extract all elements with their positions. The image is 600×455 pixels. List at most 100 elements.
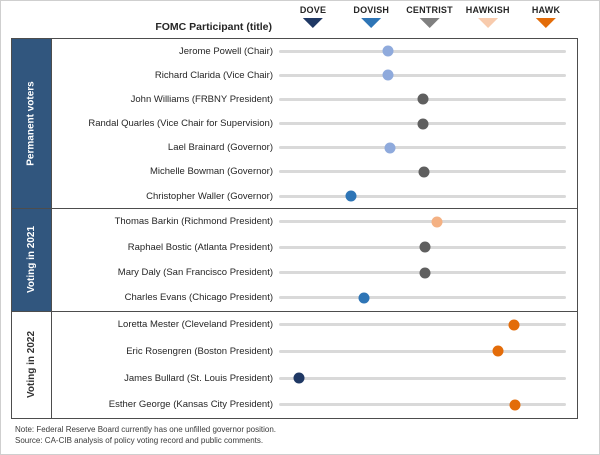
participant-row: James Bullard (St. Louis President) bbox=[52, 365, 577, 392]
section-label: Permanent voters bbox=[12, 39, 52, 209]
participant-name: Christopher Waller (Governor) bbox=[146, 190, 273, 202]
participant-row: Mary Daly (San Francisco President) bbox=[52, 260, 577, 285]
participant-name: Raphael Bostic (Atlanta President) bbox=[127, 241, 273, 253]
participant-row: Esther George (Kansas City President) bbox=[52, 391, 577, 418]
section-rows: Thomas Barkin (Richmond President) Rapha… bbox=[52, 209, 577, 310]
participant-name: Jerome Powell (Chair) bbox=[179, 45, 273, 57]
note-text: Note: Federal Reserve Board currently ha… bbox=[15, 425, 277, 434]
stance-dot bbox=[418, 166, 430, 178]
stance-dot bbox=[419, 267, 431, 279]
participant-name: Esther George (Kansas City President) bbox=[108, 399, 273, 411]
stance-track-area bbox=[279, 87, 566, 111]
stance-track-area bbox=[279, 338, 566, 365]
participant-row: Raphael Bostic (Atlanta President) bbox=[52, 234, 577, 259]
section-label: Voting in 2021 bbox=[12, 209, 52, 311]
stance-dot bbox=[384, 142, 396, 154]
stance-track-area bbox=[279, 184, 566, 208]
stance-dot bbox=[345, 190, 357, 202]
triangle-down-icon bbox=[535, 18, 556, 28]
triangle-down-icon bbox=[419, 18, 440, 28]
footnotes: Note: Federal Reserve Board currently ha… bbox=[15, 425, 575, 446]
scale-marker: DOVISH bbox=[353, 5, 389, 28]
scale-marker: DOVE bbox=[300, 5, 326, 28]
stance-track-area bbox=[279, 260, 566, 285]
triangle-down-icon bbox=[361, 18, 382, 28]
stance-track-area bbox=[279, 234, 566, 259]
stance-track-area bbox=[279, 209, 566, 234]
stance-track-area bbox=[279, 39, 566, 63]
stance-track-area bbox=[279, 312, 566, 339]
participant-row: Loretta Mester (Cleveland President) bbox=[52, 312, 577, 339]
chart-header: FOMC Participant (title) DOVE DOVISH CEN… bbox=[1, 1, 599, 38]
stance-track-area bbox=[279, 160, 566, 184]
stance-track-area bbox=[279, 285, 566, 310]
scale-marker-label: DOVISH bbox=[353, 5, 390, 15]
voter-section-3: Voting in 2022 Loretta Mester (Cleveland… bbox=[12, 310, 577, 419]
participant-name: Thomas Barkin (Richmond President) bbox=[114, 216, 273, 228]
stance-track-area bbox=[279, 365, 566, 392]
stance-dot bbox=[508, 319, 520, 331]
stance-track bbox=[279, 323, 566, 327]
stance-track-area bbox=[279, 63, 566, 87]
participant-row: Lael Brainard (Governor) bbox=[52, 136, 577, 160]
participant-name: Michelle Bowman (Governor) bbox=[149, 166, 273, 178]
participant-row: Michelle Bowman (Governor) bbox=[52, 160, 577, 184]
participant-row: Eric Rosengren (Boston President) bbox=[52, 338, 577, 365]
stance-track bbox=[279, 349, 566, 353]
scale-marker: HAWK bbox=[532, 5, 560, 28]
participant-row: Richard Clarida (Vice Chair) bbox=[52, 63, 577, 87]
participant-name: Loretta Mester (Cleveland President) bbox=[117, 319, 273, 331]
section-rows: Loretta Mester (Cleveland President) Eri… bbox=[52, 312, 577, 418]
participant-name: Mary Daly (San Francisco President) bbox=[117, 267, 273, 279]
scale-marker-label: CENTRIST bbox=[406, 5, 453, 15]
chart-frame: Permanent voters Jerome Powell (Chair) R… bbox=[11, 38, 578, 419]
stance-track-area bbox=[279, 391, 566, 418]
stance-dot bbox=[382, 69, 394, 81]
stance-dot bbox=[419, 241, 431, 253]
participant-column-title: FOMC Participant (title) bbox=[155, 21, 272, 33]
scale-marker-label: DOVE bbox=[299, 5, 327, 15]
stance-dot bbox=[417, 93, 429, 105]
stance-track bbox=[279, 194, 566, 198]
stance-track bbox=[279, 49, 566, 53]
voter-section-1: Permanent voters Jerome Powell (Chair) R… bbox=[12, 39, 577, 209]
participant-row: Randal Quarles (Vice Chair for Supervisi… bbox=[52, 111, 577, 135]
stance-dot bbox=[509, 399, 521, 411]
participant-row: Thomas Barkin (Richmond President) bbox=[52, 209, 577, 234]
participant-row: Charles Evans (Chicago President) bbox=[52, 285, 577, 310]
participant-name: Eric Rosengren (Boston President) bbox=[126, 345, 273, 357]
participant-name: Charles Evans (Chicago President) bbox=[124, 292, 273, 304]
stance-track bbox=[279, 403, 566, 407]
stance-track bbox=[279, 146, 566, 150]
participant-name: Lael Brainard (Governor) bbox=[167, 142, 273, 154]
participant-row: John Williams (FRBNY President) bbox=[52, 87, 577, 111]
scale-marker-label: HAWKISH bbox=[465, 5, 510, 15]
participant-name: Richard Clarida (Vice Chair) bbox=[154, 69, 273, 81]
scale-marker: HAWKISH bbox=[466, 5, 510, 28]
stance-dot bbox=[492, 345, 504, 357]
stance-track bbox=[279, 73, 566, 77]
scale-marker: CENTRIST bbox=[406, 5, 453, 28]
source-text: Source: CA-CIB analysis of policy voting… bbox=[15, 435, 264, 445]
scale-markers: DOVE DOVISH CENTRIST HAWKISH HAWK bbox=[284, 1, 571, 38]
participant-row: Christopher Waller (Governor) bbox=[52, 184, 577, 208]
stance-track bbox=[279, 296, 566, 300]
stance-dot bbox=[293, 372, 305, 384]
stance-dot bbox=[417, 118, 429, 130]
section-label-text: Voting in 2021 bbox=[26, 226, 37, 294]
triangle-down-icon bbox=[477, 18, 498, 28]
scale-marker-label: HAWK bbox=[531, 5, 561, 15]
section-label-text: Voting in 2022 bbox=[26, 331, 37, 399]
stance-track bbox=[279, 376, 566, 380]
stance-track bbox=[279, 220, 566, 224]
participant-name: Randal Quarles (Vice Chair for Supervisi… bbox=[88, 118, 273, 130]
participant-name: John Williams (FRBNY President) bbox=[130, 93, 273, 105]
stance-dot bbox=[358, 292, 370, 304]
section-label: Voting in 2022 bbox=[12, 311, 52, 419]
stance-track-area bbox=[279, 111, 566, 135]
stance-dot bbox=[431, 216, 443, 228]
triangle-down-icon bbox=[303, 18, 323, 28]
voter-section-2: Voting in 2021 Thomas Barkin (Richmond P… bbox=[12, 208, 577, 311]
stance-track-area bbox=[279, 136, 566, 160]
